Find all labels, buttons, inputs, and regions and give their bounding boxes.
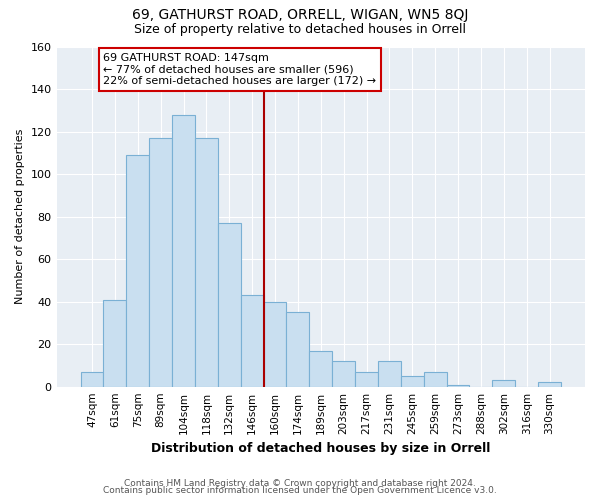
Bar [332,361,355,386]
Text: Size of property relative to detached houses in Orrell: Size of property relative to detached ho… [134,22,466,36]
Bar [286,312,310,386]
Bar [241,296,263,386]
Bar [127,155,149,386]
Bar [263,302,286,386]
Bar [218,223,241,386]
Bar [493,380,515,386]
Bar [310,350,332,386]
Text: 69, GATHURST ROAD, ORRELL, WIGAN, WN5 8QJ: 69, GATHURST ROAD, ORRELL, WIGAN, WN5 8Q… [132,8,468,22]
Bar [80,372,103,386]
Text: Contains HM Land Registry data © Crown copyright and database right 2024.: Contains HM Land Registry data © Crown c… [124,478,476,488]
Text: Contains public sector information licensed under the Open Government Licence v3: Contains public sector information licen… [103,486,497,495]
Y-axis label: Number of detached properties: Number of detached properties [15,129,25,304]
Text: 69 GATHURST ROAD: 147sqm
← 77% of detached houses are smaller (596)
22% of semi-: 69 GATHURST ROAD: 147sqm ← 77% of detach… [103,53,377,86]
Bar [446,384,469,386]
Bar [103,300,127,386]
Bar [538,382,561,386]
Bar [149,138,172,386]
Bar [401,376,424,386]
Bar [424,372,446,386]
X-axis label: Distribution of detached houses by size in Orrell: Distribution of detached houses by size … [151,442,490,455]
Bar [378,361,401,386]
Bar [172,114,195,386]
Bar [195,138,218,386]
Bar [355,372,378,386]
